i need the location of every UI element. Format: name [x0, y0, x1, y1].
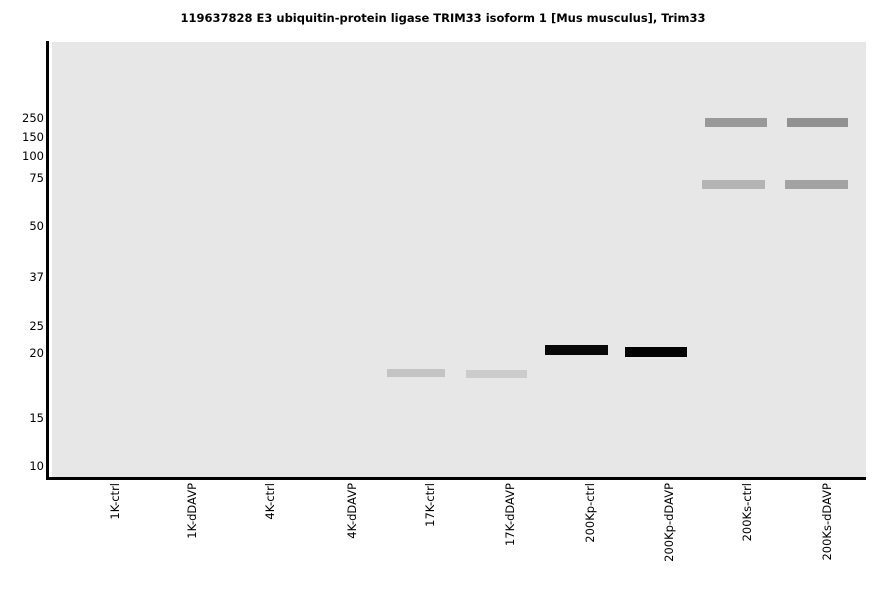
blot-band — [625, 347, 687, 357]
y-axis-line — [46, 41, 49, 478]
y-axis-tick-label: 10 — [29, 459, 44, 473]
plot-area — [52, 42, 866, 477]
blot-band — [702, 180, 765, 189]
y-axis-tick-label: 50 — [29, 219, 44, 233]
x-axis-line — [46, 477, 866, 480]
blot-band — [785, 180, 848, 189]
blot-band — [387, 369, 445, 377]
x-axis-tick-label-200ks-ddavp: 200Ks-dDAVP — [820, 483, 834, 561]
blot-band — [705, 118, 767, 127]
y-axis-tick-label: 37 — [29, 270, 44, 284]
x-axis-tick-label-1k-ctrl: 1K-ctrl — [108, 483, 122, 520]
x-axis-tick-label-4k-ctrl: 4K-ctrl — [263, 483, 277, 520]
y-axis-tick-labels: 250 150 100 75 50 37 25 20 15 10 — [0, 0, 44, 595]
x-axis-tick-label-1k-ddavp: 1K-dDAVP — [185, 483, 199, 539]
y-axis-tick-label: 150 — [22, 130, 44, 144]
x-axis-tick-label-200ks-ctrl: 200Ks-ctrl — [740, 483, 754, 542]
y-axis-tick-label: 20 — [29, 346, 44, 360]
x-axis-tick-label-4k-ddavp: 4K-dDAVP — [345, 483, 359, 539]
y-axis-tick-label: 75 — [29, 171, 44, 185]
y-axis-tick-label: 15 — [29, 411, 44, 425]
x-axis-tick-label-200kp-ctrl: 200Kp-ctrl — [583, 483, 597, 543]
x-axis-tick-label-200kp-ddavp: 200Kp-dDAVP — [662, 483, 676, 562]
blot-band — [545, 345, 608, 355]
y-axis-tick-label: 25 — [29, 319, 44, 333]
y-axis-tick-label: 250 — [22, 111, 44, 125]
blot-band — [787, 118, 848, 127]
y-axis-tick-label: 100 — [22, 149, 44, 163]
x-axis-tick-label-17k-ctrl: 17K-ctrl — [423, 483, 437, 527]
x-axis-tick-label-17k-ddavp: 17K-dDAVP — [503, 483, 517, 547]
page-title: 119637828 E3 ubiquitin-protein ligase TR… — [180, 11, 706, 25]
blot-band — [466, 370, 527, 378]
